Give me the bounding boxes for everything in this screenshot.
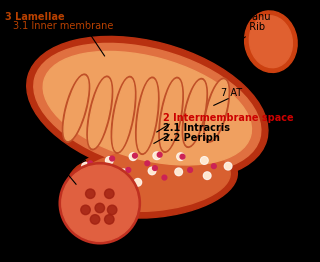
Circle shape	[107, 158, 112, 163]
Circle shape	[225, 163, 231, 169]
Circle shape	[157, 152, 162, 157]
Ellipse shape	[204, 78, 229, 142]
Circle shape	[204, 173, 210, 178]
Ellipse shape	[34, 43, 261, 173]
Circle shape	[201, 157, 208, 164]
Circle shape	[148, 167, 156, 175]
Circle shape	[83, 163, 88, 169]
Text: x granu: x granu	[233, 12, 270, 22]
Ellipse shape	[43, 51, 252, 165]
Text: 7 AT: 7 AT	[221, 88, 243, 98]
Circle shape	[145, 161, 150, 166]
Circle shape	[88, 161, 93, 166]
Circle shape	[132, 153, 137, 158]
Ellipse shape	[87, 76, 113, 150]
Circle shape	[82, 162, 89, 170]
Circle shape	[176, 169, 181, 175]
Circle shape	[162, 175, 167, 180]
Circle shape	[99, 183, 107, 191]
Circle shape	[121, 170, 126, 176]
Ellipse shape	[249, 16, 292, 68]
Circle shape	[134, 178, 142, 186]
Circle shape	[85, 189, 95, 199]
Circle shape	[110, 156, 115, 161]
Ellipse shape	[244, 11, 297, 72]
Ellipse shape	[113, 78, 134, 151]
Circle shape	[204, 172, 211, 179]
Text: 2 Intermembrane space: 2 Intermembrane space	[164, 113, 294, 123]
Circle shape	[81, 205, 90, 215]
Circle shape	[92, 175, 98, 181]
Circle shape	[68, 179, 74, 185]
Circle shape	[105, 215, 114, 224]
Circle shape	[105, 189, 114, 199]
Text: 2.1 Intracris: 2.1 Intracris	[164, 123, 230, 133]
Circle shape	[188, 168, 192, 172]
Text: 2.2 Periph: 2.2 Periph	[164, 133, 220, 144]
Text: 3.1 Inner membrane: 3.1 Inner membrane	[13, 21, 114, 31]
Circle shape	[90, 215, 100, 224]
Text: 6 Rib: 6 Rib	[240, 22, 266, 32]
Ellipse shape	[111, 77, 136, 153]
Circle shape	[149, 168, 155, 174]
Circle shape	[224, 162, 232, 170]
Circle shape	[60, 163, 140, 243]
Circle shape	[76, 173, 80, 178]
Text: ne: ne	[57, 164, 71, 174]
Circle shape	[91, 174, 99, 181]
Circle shape	[129, 153, 137, 160]
Circle shape	[68, 178, 75, 186]
Circle shape	[126, 168, 131, 172]
Circle shape	[135, 179, 141, 185]
Ellipse shape	[136, 77, 159, 154]
Circle shape	[180, 154, 185, 159]
Ellipse shape	[74, 148, 230, 211]
Text: 3 Lamellae: 3 Lamellae	[5, 12, 64, 22]
Circle shape	[177, 153, 184, 160]
Circle shape	[130, 154, 136, 160]
Circle shape	[106, 157, 113, 164]
Circle shape	[202, 158, 207, 163]
Ellipse shape	[137, 79, 157, 152]
Circle shape	[108, 205, 117, 215]
Ellipse shape	[64, 76, 88, 140]
Ellipse shape	[27, 36, 268, 180]
Ellipse shape	[161, 79, 181, 150]
Ellipse shape	[184, 80, 206, 145]
Circle shape	[212, 164, 216, 168]
Ellipse shape	[182, 79, 207, 148]
Ellipse shape	[159, 77, 183, 152]
Circle shape	[153, 152, 161, 160]
Ellipse shape	[62, 74, 90, 142]
Circle shape	[95, 203, 105, 213]
Ellipse shape	[67, 141, 237, 218]
Circle shape	[154, 153, 160, 159]
Circle shape	[175, 168, 182, 176]
Circle shape	[178, 154, 183, 160]
Circle shape	[100, 184, 106, 190]
Circle shape	[120, 169, 127, 177]
Circle shape	[62, 165, 138, 241]
Circle shape	[99, 171, 104, 175]
Circle shape	[153, 166, 157, 171]
Ellipse shape	[205, 80, 228, 140]
Ellipse shape	[89, 78, 111, 148]
